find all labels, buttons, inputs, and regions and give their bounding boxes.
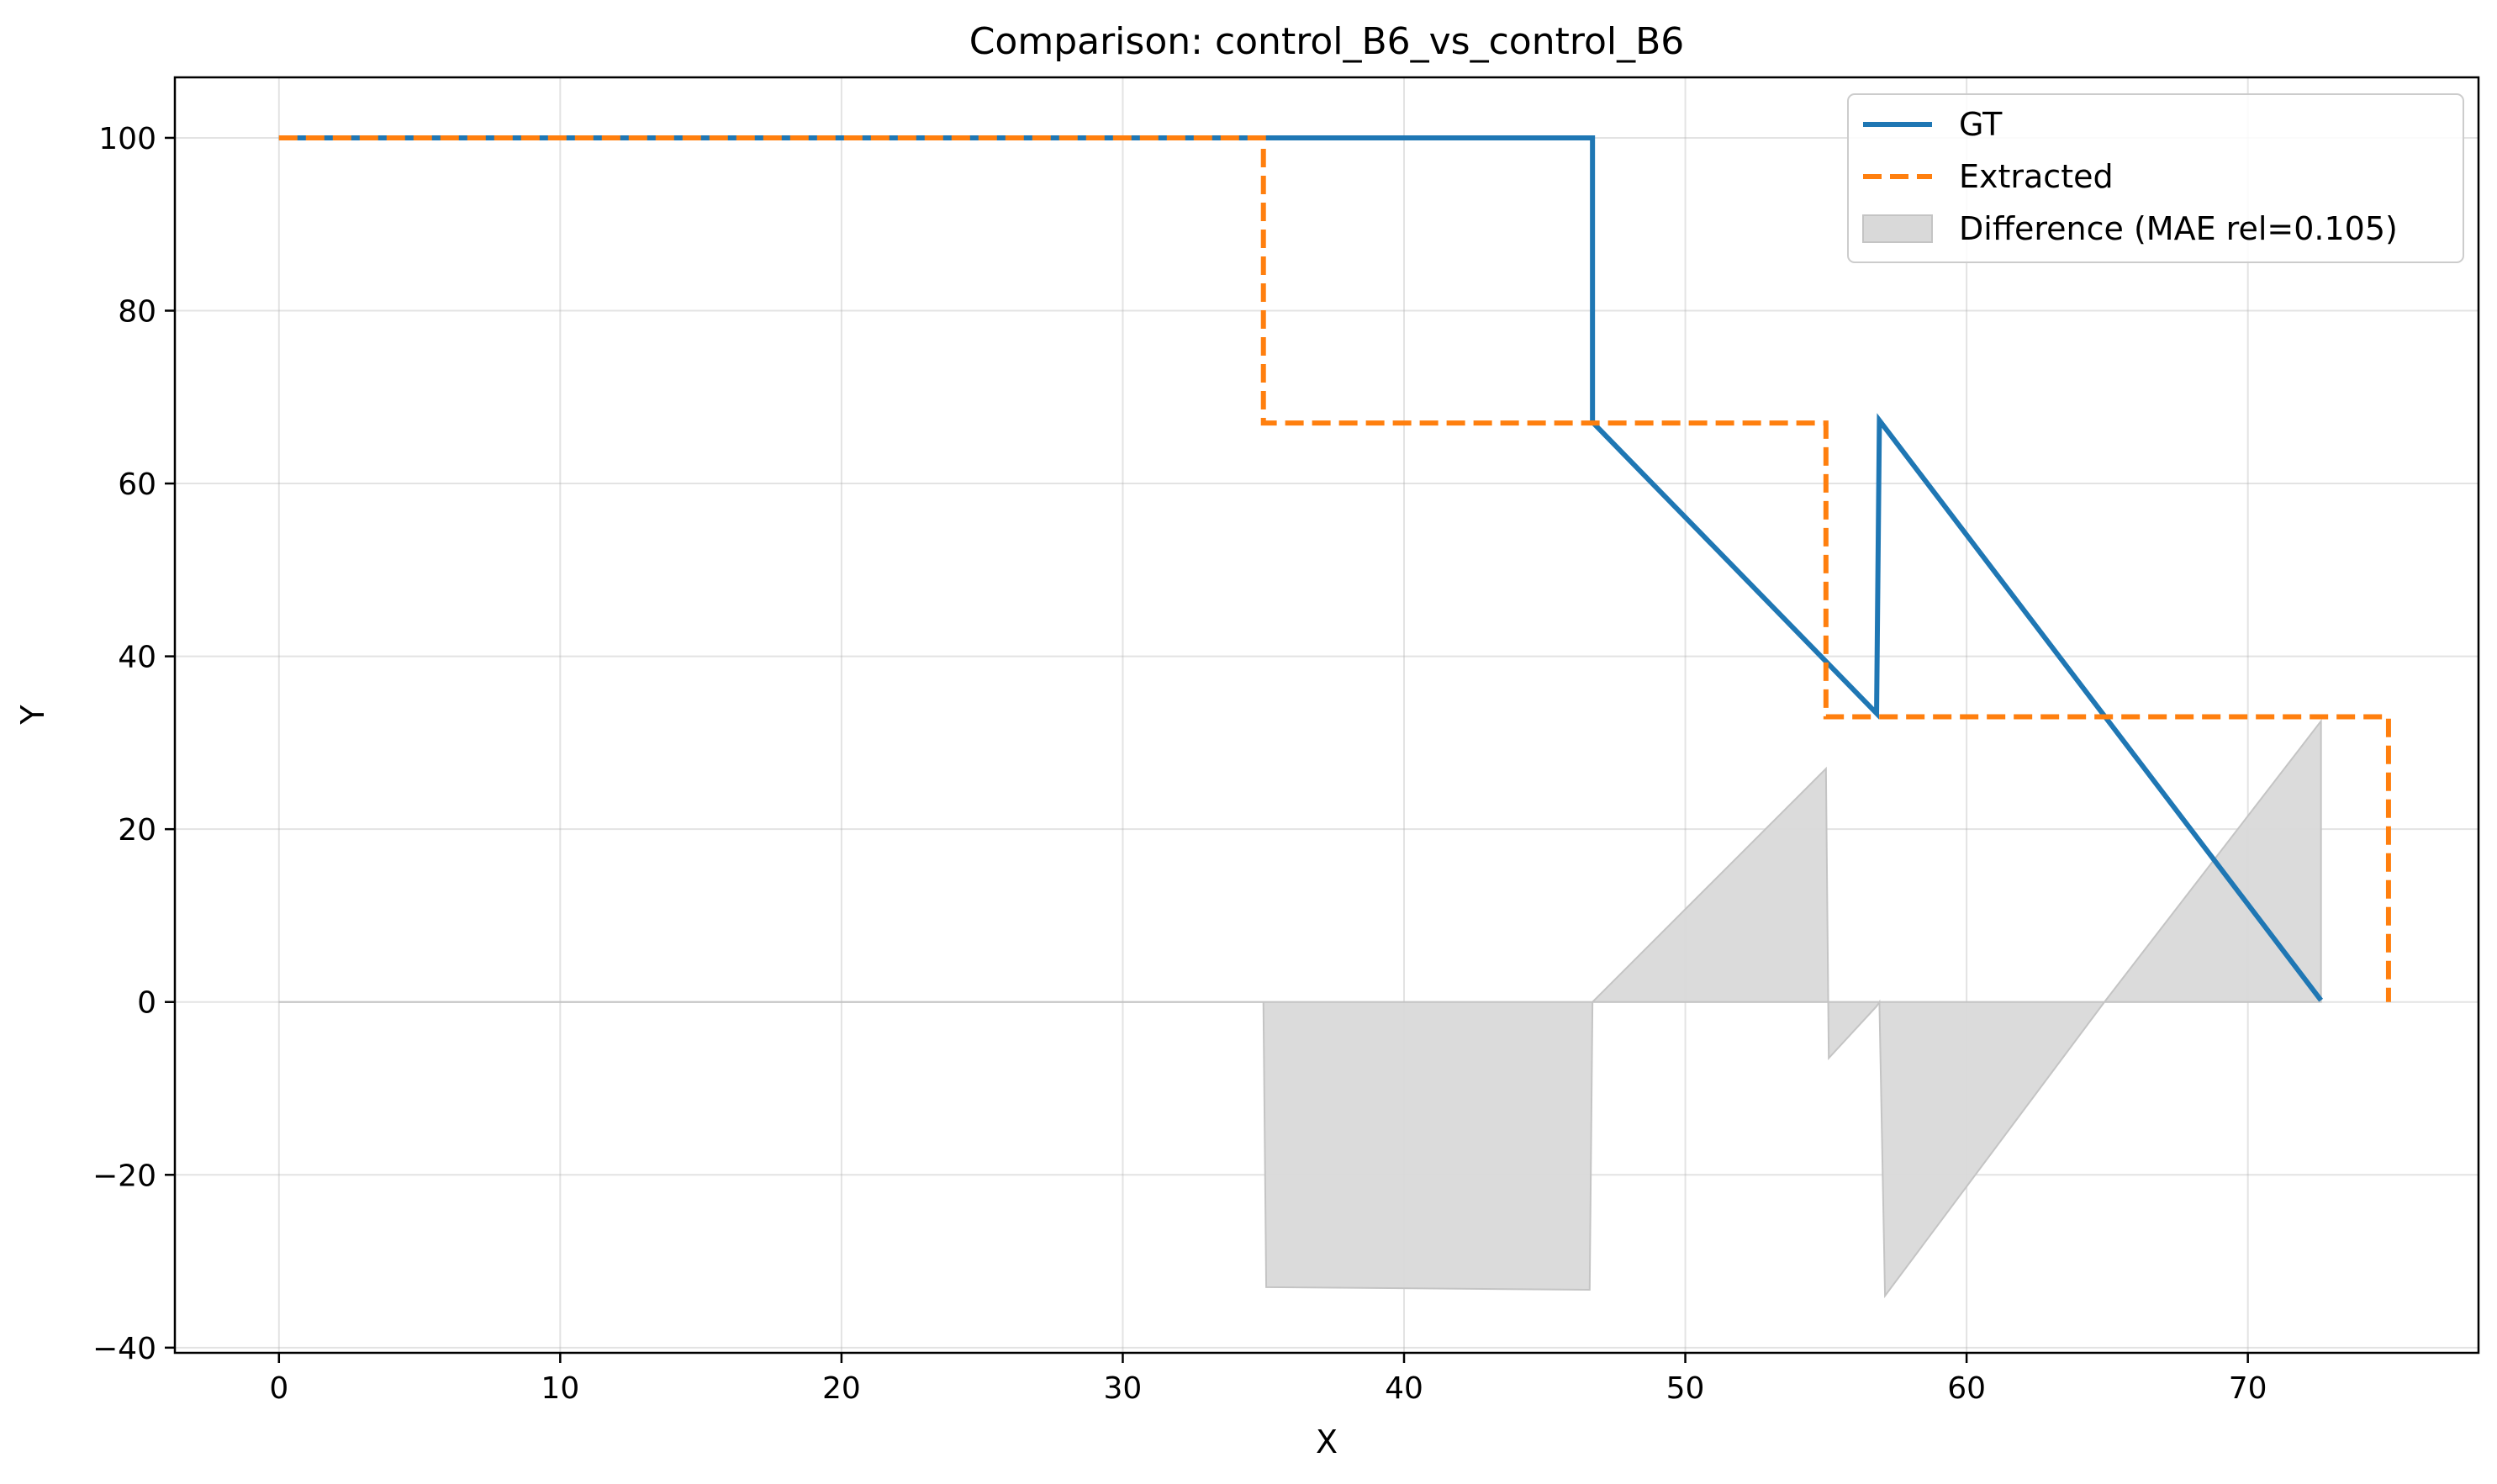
- plot-frame: [173, 76, 2480, 1355]
- y-tick-label: 100: [98, 122, 156, 156]
- series-line-gt: [278, 135, 2324, 1002]
- x-tick-label: 30: [1104, 1371, 1143, 1406]
- x-tick-label: 70: [2229, 1371, 2267, 1406]
- x-tick-label: 10: [541, 1371, 579, 1406]
- y-tick-label: 80: [118, 295, 156, 330]
- legend-item-difference-swatch: [1862, 214, 1933, 243]
- difference-area: [278, 718, 2322, 1299]
- plot-area: 0 10 20 30 40 50 60 70 −40 −20 0 20 40 60 80 100 GT Extra…: [92, 76, 2480, 1406]
- y-tick-label: −20: [92, 1159, 156, 1193]
- y-tick-label: 0: [137, 986, 156, 1021]
- y-tick-label: 60: [118, 467, 156, 502]
- legend-box: [1847, 93, 2464, 263]
- x-tick-label: 20: [822, 1371, 861, 1406]
- legend: GT Extracted Difference (MAE rel=0.105): [1847, 93, 2464, 263]
- legend-item-gt-label: GT: [1959, 106, 2003, 143]
- y-tick-label: −40: [92, 1332, 156, 1366]
- y-axis-label: Y: [14, 705, 51, 726]
- y-tick-label: 20: [118, 813, 156, 848]
- x-axis-label: X: [1316, 1423, 1338, 1460]
- y-tick-label: 40: [118, 641, 156, 675]
- chart-title: Comparison: control_B6_vs_control_B6: [969, 20, 1685, 63]
- legend-item-difference-label: Difference (MAE rel=0.105): [1959, 210, 2398, 247]
- x-tick-label: 60: [1947, 1371, 1986, 1406]
- x-tick-label: 0: [269, 1371, 288, 1406]
- legend-item-extracted-label: Extracted: [1959, 158, 2114, 195]
- x-tick-label: 40: [1385, 1371, 1423, 1406]
- x-tick-label: 50: [1666, 1371, 1705, 1406]
- series-line-extracted: [278, 135, 2391, 1002]
